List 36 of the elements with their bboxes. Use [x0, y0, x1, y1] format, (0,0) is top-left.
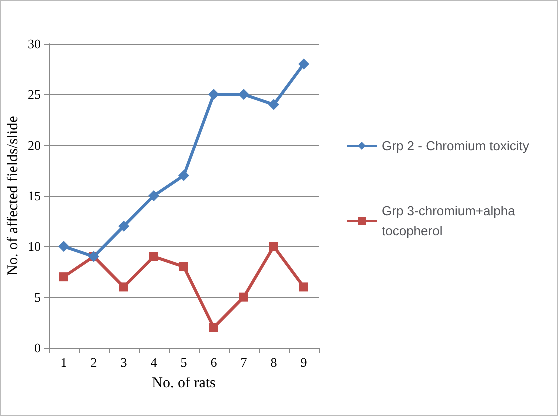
y-tick-label: 30 — [28, 36, 41, 52]
y-tick-label: 15 — [28, 188, 41, 204]
x-tick-label: 8 — [270, 355, 278, 370]
point — [150, 252, 158, 262]
point — [180, 262, 188, 272]
point — [118, 220, 130, 232]
legend-label: Grp 2 - Chromium toxicity — [382, 138, 530, 154]
y-tick-label: 10 — [28, 239, 41, 254]
point — [238, 89, 250, 100]
point — [270, 242, 278, 252]
legend-label: Grp 3-chromium+alpha tocopherol — [382, 204, 519, 238]
point — [208, 89, 220, 100]
point — [58, 241, 70, 252]
x-tick-label: 7 — [240, 355, 248, 370]
point — [268, 99, 280, 110]
point — [240, 292, 248, 302]
y-tick-label: 5 — [34, 290, 41, 305]
y-tick-label: 25 — [28, 87, 41, 102]
point — [178, 170, 190, 182]
point — [298, 58, 310, 70]
point — [300, 282, 308, 292]
x-tick-label: 2 — [90, 355, 98, 370]
x-tick-label: 6 — [210, 355, 218, 370]
point — [120, 282, 128, 292]
x-tick-label: 5 — [180, 355, 188, 370]
x-tick-label: 4 — [150, 355, 158, 370]
point — [210, 323, 218, 332]
x-axis-title: No. of rats — [152, 376, 216, 392]
point — [148, 190, 160, 202]
point — [60, 272, 68, 282]
x-tick-label: 3 — [120, 355, 128, 370]
y-axis-title: No. of affected fields/slide — [6, 116, 22, 276]
y-tick-label: 20 — [28, 138, 41, 153]
x-tick-label: 9 — [300, 355, 308, 370]
y-tick-label: 0 — [34, 340, 41, 356]
x-tick-label: 1 — [60, 355, 68, 370]
